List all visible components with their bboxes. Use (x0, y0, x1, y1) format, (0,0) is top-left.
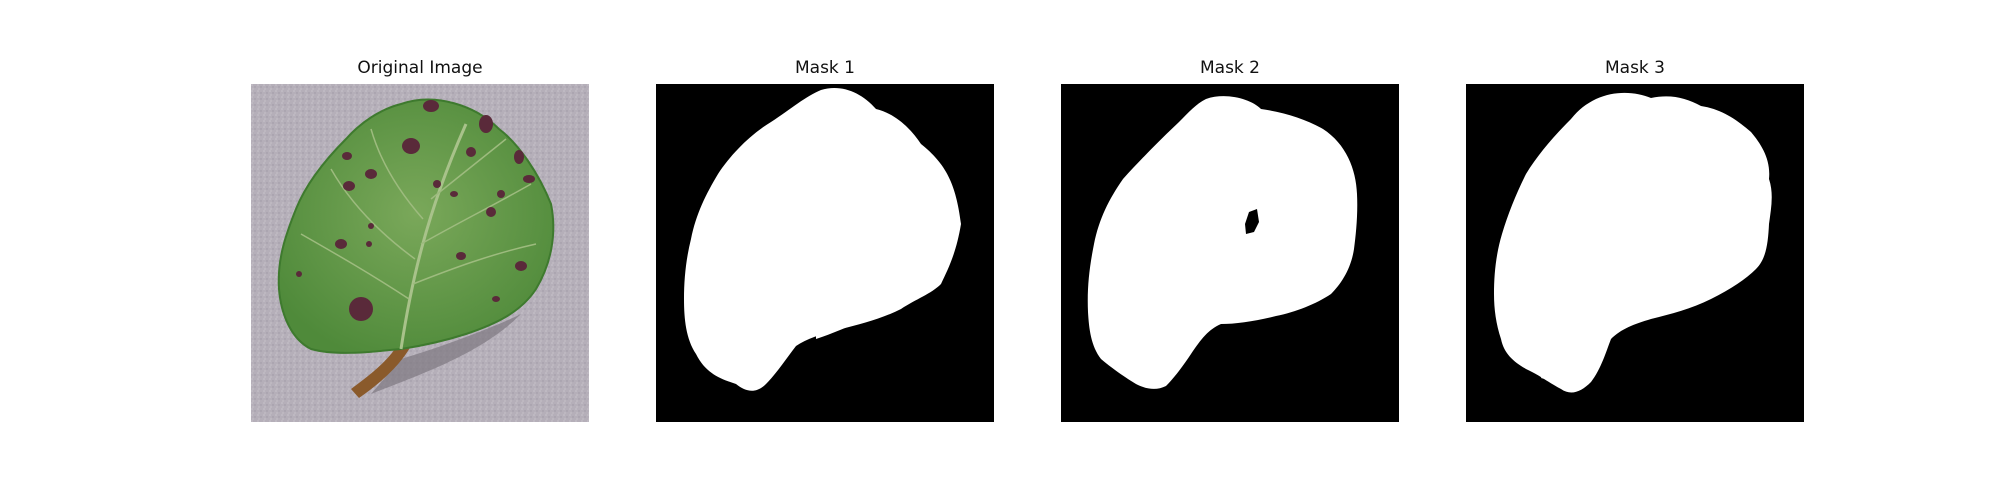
leaf-shadow (371, 314, 521, 394)
leaf-stem (351, 339, 411, 398)
mask-2-image (1061, 84, 1399, 422)
mask-2-hole (1245, 209, 1259, 234)
panel-title-mask-1: Mask 1 (794, 58, 855, 78)
leaf-midrib (399, 123, 468, 350)
leaf-vein (420, 183, 532, 245)
mask-3-region (1541, 372, 1558, 382)
mask-1-image (656, 84, 994, 422)
leaf-vein (370, 128, 424, 220)
mask-1-region (816, 309, 881, 339)
mask-2-region (1087, 96, 1358, 389)
leaf-vein (430, 138, 507, 200)
panel-title-original: Original Image (357, 58, 483, 78)
mask-3-region (1494, 92, 1772, 393)
original-image (251, 84, 589, 422)
leaf-vein (330, 168, 416, 260)
mask-1-region (684, 88, 961, 391)
mask-3-image (1466, 84, 1804, 422)
leaf-spots (296, 100, 535, 321)
leaf-vein (412, 243, 537, 285)
leaf-vein (300, 233, 410, 300)
panel-title-mask-2: Mask 2 (1199, 58, 1260, 78)
panel-title-mask-3: Mask 3 (1604, 58, 1665, 78)
